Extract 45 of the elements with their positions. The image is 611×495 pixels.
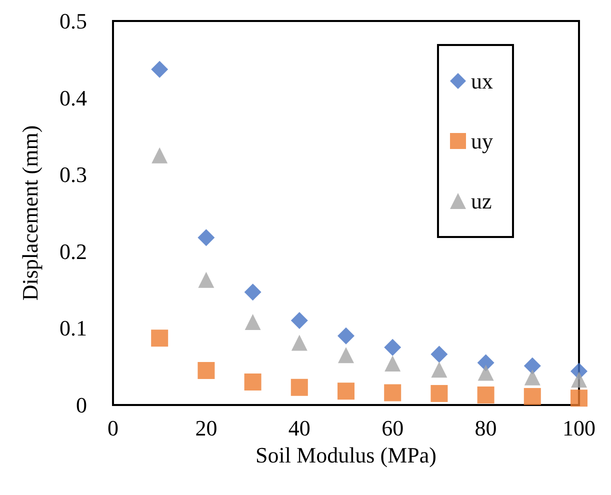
point	[290, 378, 308, 396]
legend-label: uy	[471, 128, 493, 154]
point	[431, 362, 448, 378]
y-tick-label: 0.4	[60, 85, 87, 110]
point	[244, 284, 262, 301]
point	[478, 364, 494, 381]
x-tick-label: 100	[562, 416, 596, 440]
point	[524, 369, 540, 386]
y-tick-label: 0.1	[60, 316, 87, 341]
point	[198, 229, 215, 246]
point	[198, 362, 215, 379]
x-axis-title: Soil Modulus (MPa)	[256, 442, 436, 468]
x-tick-label: 0	[108, 416, 118, 440]
y-tick-label: 0.2	[60, 238, 87, 264]
point	[384, 356, 401, 372]
point	[338, 382, 354, 400]
x-tick-label: 80	[474, 416, 497, 440]
y-tick-label: 0.5	[60, 8, 87, 34]
point	[244, 314, 261, 330]
point	[477, 386, 494, 404]
y-tick-label: 0	[76, 392, 87, 418]
x-tick-label: 40	[288, 416, 310, 440]
x-tick-label: 20	[195, 416, 218, 440]
point	[384, 384, 402, 402]
point	[570, 390, 588, 407]
y-axis-title: Displacement (mm)	[18, 125, 42, 301]
x-tick-label: 60	[382, 416, 404, 440]
y-tick-label: 0.3	[60, 162, 87, 188]
point	[338, 347, 354, 364]
point	[151, 330, 168, 347]
point	[524, 388, 541, 406]
point	[244, 373, 262, 390]
point	[151, 60, 168, 78]
point	[152, 147, 168, 164]
point	[338, 327, 354, 344]
point	[291, 334, 308, 351]
point	[290, 312, 308, 330]
point	[430, 384, 448, 402]
point	[198, 272, 214, 288]
point	[384, 338, 402, 356]
legend-label: ux	[471, 68, 493, 94]
point	[571, 372, 587, 388]
legend-label: uz	[471, 188, 492, 214]
point	[430, 346, 448, 363]
point	[524, 357, 541, 374]
